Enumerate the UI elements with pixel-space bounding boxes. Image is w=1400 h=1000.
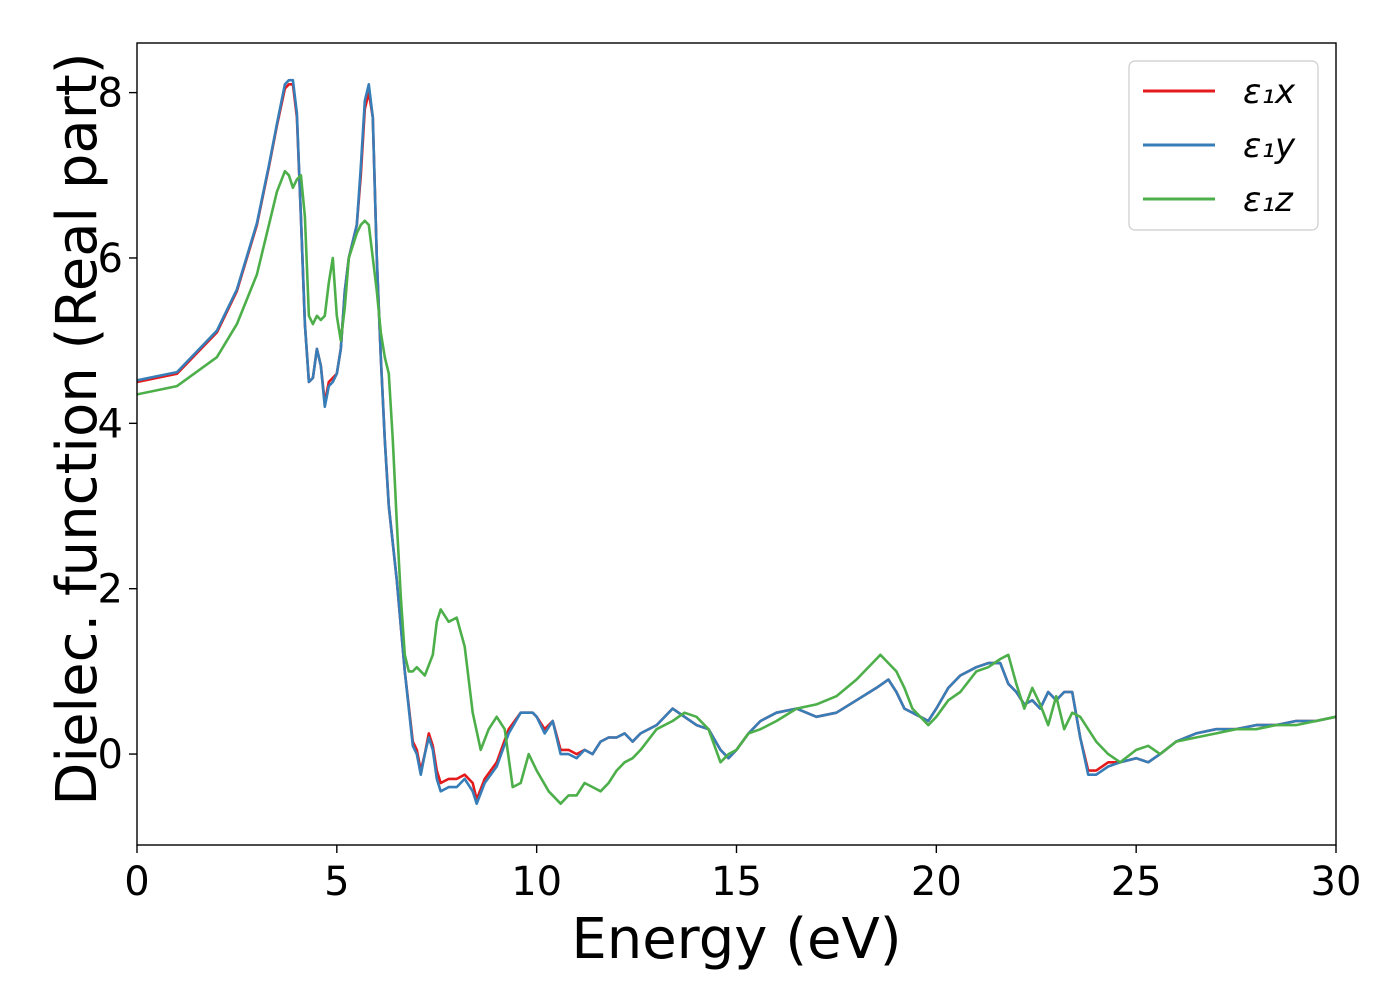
x-tick-label: 15 [711,859,762,905]
x-tick-label: 10 [511,859,562,905]
x-tick-label: 25 [1111,859,1162,905]
x-tick-label: 0 [124,859,149,905]
y-tick-label: 2 [98,567,123,613]
series-line-2 [137,78,1336,805]
legend-items: ε₁x ε₁y ε₁z [1143,72,1296,220]
y-tick-label: 4 [98,401,123,447]
legend-label: ε₁y [1243,126,1296,166]
legend-label: ε₁x [1243,72,1296,112]
legend-box [1128,60,1319,231]
series-line-3 [137,169,1336,805]
legend: ε₁x ε₁y ε₁z [1128,60,1319,231]
series-layer [137,78,1336,805]
legend-label: ε₁z [1243,180,1294,220]
y-axis-label: Dielec. function (Real part) [45,52,110,805]
x-tick-label: 20 [911,859,962,905]
y-tick-label: 8 [98,71,123,117]
x-tick-label: 30 [1311,859,1362,905]
x-axis-label: Energy (eV) [571,907,901,972]
y-tick-label: 6 [98,236,123,282]
x-axis-ticks: 0 5 10 15 20 25 30 [124,845,1361,905]
x-tick-label: 5 [324,859,349,905]
y-axis-ticks: 0 2 4 6 8 [98,71,137,778]
y-tick-label: 0 [98,732,123,778]
